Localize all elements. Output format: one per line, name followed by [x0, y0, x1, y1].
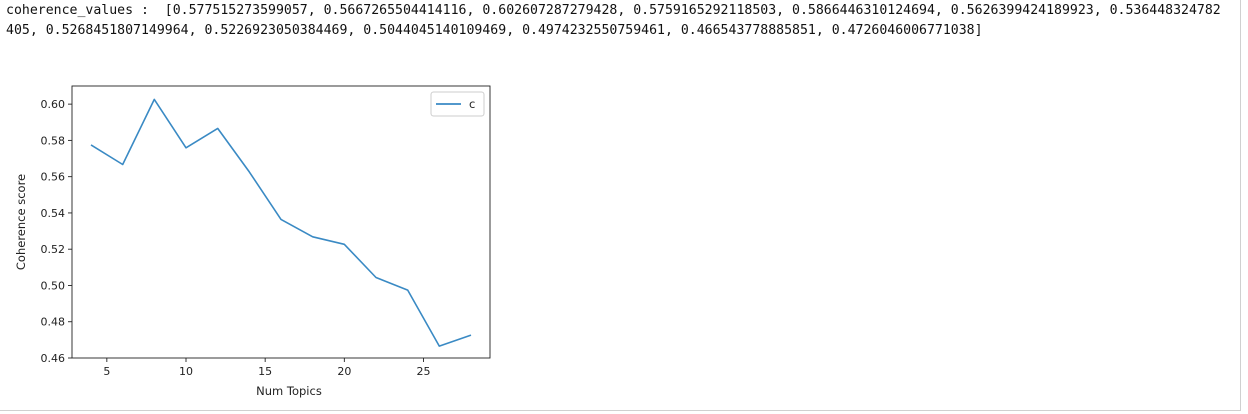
stdout-text: coherence_values : [0.577515273599057, 0… [6, 3, 1221, 38]
legend-label-c: c [469, 97, 475, 111]
y-tick-label-0.58: 0.58 [41, 134, 66, 147]
y-tick-label-0.48: 0.48 [41, 316, 66, 329]
plot-frame [71, 85, 491, 359]
y-tick-label-0.56: 0.56 [41, 171, 66, 184]
y-tick-label-0.54: 0.54 [41, 207, 66, 220]
x-axis-title: Num Topics [256, 384, 322, 398]
x-tick-label-15: 15 [258, 365, 272, 378]
y-tick-label-0.60: 0.60 [41, 98, 66, 111]
x-tick-label-10: 10 [179, 365, 193, 378]
y-axis-title: Coherence score [14, 174, 28, 270]
x-tick-label-25: 25 [417, 365, 431, 378]
y-tick-label-0.52: 0.52 [41, 243, 66, 256]
y-tick-label-0.50: 0.50 [41, 279, 66, 292]
y-tick-label-0.46: 0.46 [41, 352, 66, 365]
x-tick-label-5: 5 [103, 365, 110, 378]
x-tick-label-20: 20 [337, 365, 351, 378]
series-line-c [90, 98, 472, 347]
